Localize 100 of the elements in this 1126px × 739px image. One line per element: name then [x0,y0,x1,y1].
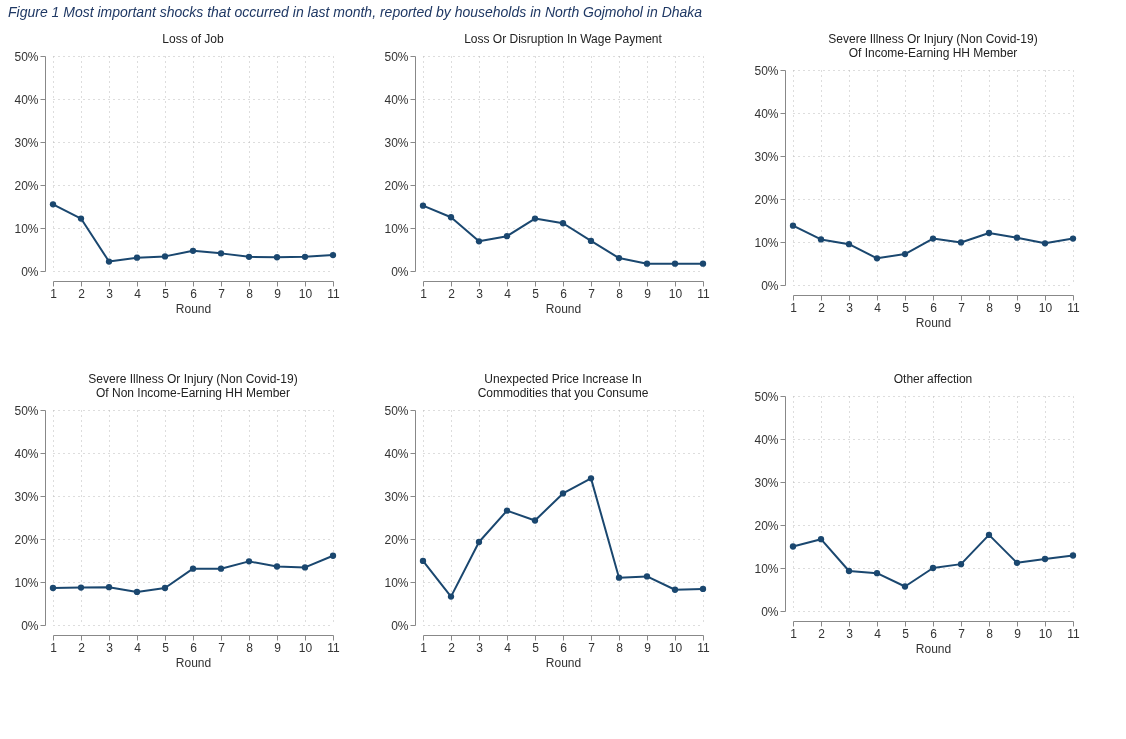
y-tick-label: 0% [391,264,409,279]
x-tick-label: 7 [958,300,966,315]
point [615,254,623,262]
x-tick-label: 9 [274,640,282,655]
x-tick-label: 8 [246,286,254,301]
x-tick-label: 10 [298,640,313,655]
y-tick-label: 10% [384,575,409,590]
chart-title: Loss of Job [162,32,225,46]
point [105,584,113,591]
x-tick-label: 2 [448,640,456,655]
point [531,517,539,524]
x-tick-label: 2 [818,626,826,641]
y-tick-label: 30% [754,149,779,164]
point [845,567,853,575]
point [671,586,679,593]
y-tick-label: 50% [384,49,409,64]
x-tick-label: 8 [616,286,624,301]
x-tick-label: 10 [298,286,313,301]
point [531,215,539,222]
y-tick-label: 10% [754,235,779,250]
y-tick-label: 0% [391,618,409,633]
x-tick-label: 5 [532,640,540,655]
x-tick-label: 4 [134,286,142,301]
y-tick-label: 20% [384,532,409,547]
x-tick-label: 5 [902,626,910,641]
y-tick-label: 20% [14,178,39,193]
x-tick-label: 8 [616,640,624,655]
x-tick-label: 11 [327,640,341,655]
x-tick-label: 6 [190,640,198,655]
y-tick-label: 50% [14,403,39,418]
x-tick-label: 5 [532,286,540,301]
point [447,214,455,221]
x-tick-label: 4 [874,626,882,641]
x-tick-label: 3 [106,640,114,655]
x-tick-label: 9 [1014,626,1022,641]
x-tick-label: 3 [846,626,854,641]
chart-title: Loss Or Disruption In Wage Payment [464,32,663,46]
point [49,584,57,592]
point [1013,559,1021,566]
x-tick-label: 6 [560,640,568,655]
point [817,236,825,243]
x-tick-label: 5 [162,640,170,655]
point [189,247,197,254]
point [559,220,567,227]
point [329,552,337,559]
x-tick-label: 11 [327,286,341,301]
x-tick-label: 3 [106,286,114,301]
point [161,253,169,260]
y-tick-label: 20% [384,178,409,193]
point [901,250,909,258]
x-tick-label: 10 [668,640,683,655]
point [699,585,707,593]
chart-title: Unexpected Price Increase In Commodities that you Consume [477,372,649,400]
x-tick-label: 1 [420,640,428,655]
y-tick-label: 20% [754,192,779,207]
point [1069,552,1077,559]
point [503,507,511,514]
chart-title: Severe Illness Or Injury (Non Covid-19) Of Non Income-Earning HH Member [88,372,298,400]
x-tick-label: 1 [790,626,798,641]
point [133,254,141,261]
point [49,201,57,208]
point [419,557,427,565]
x-tick-label: 6 [190,286,198,301]
y-tick-label: 50% [14,49,39,64]
x-tick-label: 7 [588,640,596,655]
point [447,593,455,600]
x-tick-label: 9 [1014,300,1022,315]
point [133,588,141,596]
y-tick-label: 40% [384,446,409,461]
point [217,250,225,257]
point [643,573,651,580]
x-tick-label: 4 [874,300,882,315]
caption: Figure 1 Most important shocks that occurred in last month, reported by households in North Gojmohol in Dhaka [8,4,704,20]
point [615,574,623,581]
x-tick-label: 8 [986,626,994,641]
point [301,564,309,571]
point [985,531,993,539]
point [77,584,85,591]
y-tick-label: 10% [384,221,409,236]
x-axis-title: Round [175,655,212,670]
y-tick-label: 30% [14,489,39,504]
x-axis-title: Round [915,641,952,656]
x-tick-label: 9 [644,640,652,655]
point [1041,555,1049,563]
x-tick-label: 7 [218,640,226,655]
point [957,239,965,246]
point [77,215,85,222]
point [1041,240,1049,247]
x-tick-label: 2 [448,286,456,301]
y-tick-label: 20% [754,518,779,533]
point [873,570,881,577]
x-tick-label: 5 [162,286,170,301]
x-tick-label: 2 [78,640,86,655]
point [559,490,567,497]
x-tick-label: 8 [246,640,254,655]
x-tick-label: 8 [986,300,994,315]
point [789,222,797,229]
y-tick-label: 30% [384,489,409,504]
point [161,584,169,592]
point [587,237,595,245]
